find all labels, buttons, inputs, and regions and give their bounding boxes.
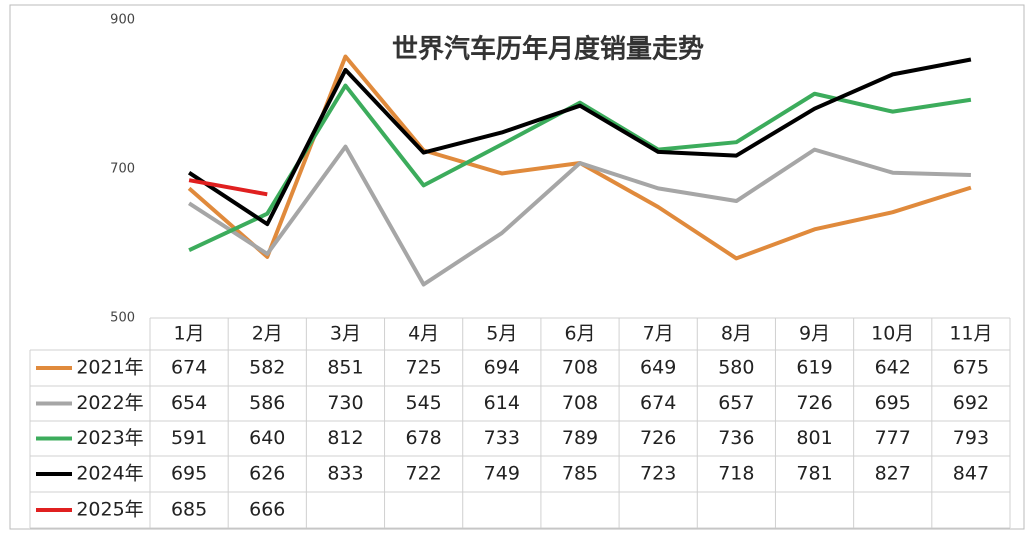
table-value: 695 (875, 392, 911, 414)
table-value: 723 (640, 463, 676, 485)
table-value: 777 (875, 427, 911, 449)
x-tick-label: 9月 (799, 323, 830, 345)
table-value: 722 (406, 463, 442, 485)
table-value: 749 (484, 463, 520, 485)
table-value: 851 (327, 357, 363, 379)
table-value: 726 (640, 427, 676, 449)
x-tick-label: 3月 (330, 323, 361, 345)
table-value: 801 (796, 427, 832, 449)
table-value: 692 (953, 392, 989, 414)
legend-label: 2023年 (76, 427, 143, 449)
legend-label: 2024年 (76, 463, 143, 485)
table-value: 708 (562, 392, 598, 414)
table-value: 619 (796, 357, 832, 379)
table-value: 781 (796, 463, 832, 485)
table-value: 582 (249, 357, 285, 379)
chart-title: 世界汽车历年月度销量走势 (392, 34, 704, 65)
x-tick-label: 4月 (408, 323, 439, 345)
series-line (187, 54, 972, 261)
frame (9, 4, 1025, 530)
table-value: 640 (249, 427, 285, 449)
table-value: 833 (327, 463, 363, 485)
table-value: 685 (171, 499, 207, 521)
table-value: 675 (953, 357, 989, 379)
x-tick-label: 10月 (871, 323, 914, 345)
table-value: 730 (327, 392, 363, 414)
x-tick-label: 7月 (643, 323, 674, 345)
table-value: 812 (327, 427, 363, 449)
table-value: 726 (796, 392, 832, 414)
table-value: 789 (562, 427, 598, 449)
table-value: 695 (171, 463, 207, 485)
table-value: 736 (718, 427, 754, 449)
table-value: 694 (484, 357, 520, 379)
y-tick-label: 500 (110, 311, 135, 326)
table-value: 657 (718, 392, 754, 414)
table-value: 666 (249, 499, 285, 521)
table-value: 674 (640, 392, 676, 414)
table-value: 733 (484, 427, 520, 449)
table-value: 785 (562, 463, 598, 485)
x-tick-label: 2月 (252, 323, 283, 345)
legend-label: 2022年 (76, 392, 143, 414)
table-value: 545 (406, 392, 442, 414)
x-tick-label: 11月 (949, 323, 992, 345)
table-value: 591 (171, 427, 207, 449)
table-value: 827 (875, 463, 911, 485)
table-value: 847 (953, 463, 989, 485)
table-value: 642 (875, 357, 911, 379)
y-tick-label: 900 (110, 13, 135, 28)
table-value: 586 (249, 392, 285, 414)
table-value: 649 (640, 357, 676, 379)
table-value: 708 (562, 357, 598, 379)
table-value: 674 (171, 357, 207, 379)
table-value: 725 (406, 357, 442, 379)
legend-label: 2025年 (76, 499, 143, 521)
x-tick-label: 5月 (486, 323, 517, 345)
series-line (188, 144, 971, 287)
x-tick-label: 8月 (721, 323, 752, 345)
table-value: 678 (406, 427, 442, 449)
table-value: 793 (953, 427, 989, 449)
table-value: 614 (484, 392, 520, 414)
table-value: 580 (718, 357, 754, 379)
series-line (188, 83, 972, 253)
legend-label: 2021年 (76, 357, 143, 379)
x-tick-label: 6月 (564, 323, 595, 345)
table-value: 626 (249, 463, 285, 485)
x-tick-label: 1月 (174, 323, 205, 345)
series-line (187, 57, 972, 227)
y-tick-label: 700 (110, 162, 135, 177)
table-value: 654 (171, 392, 207, 414)
series-line (188, 178, 268, 197)
table-value: 718 (718, 463, 754, 485)
